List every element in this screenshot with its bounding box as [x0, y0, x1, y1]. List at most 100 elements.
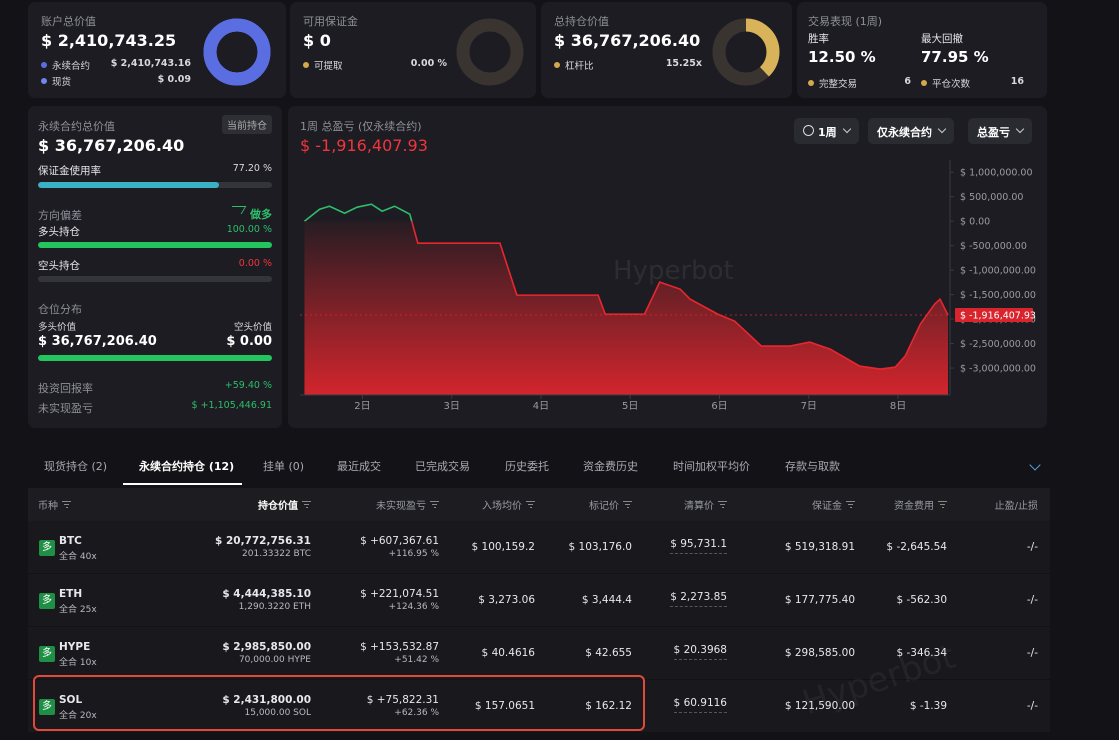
roe: +116.95 % — [388, 549, 439, 559]
label: 空头价值 — [233, 322, 272, 333]
legend-label: 现货 — [52, 77, 72, 88]
margin-mode: 全合 25x — [59, 605, 97, 615]
card-title: 交易表现 (1周) — [808, 15, 883, 28]
position-value: $ 20,772,756.31 — [215, 535, 311, 547]
value: 77.20 % — [232, 163, 272, 174]
value: $ 36,767,206.40 — [38, 334, 157, 349]
metric-value: 77.95 % — [921, 48, 989, 66]
tab[interactable]: 最近成交 — [337, 460, 381, 473]
column-header[interactable]: 标记价 — [589, 497, 632, 512]
highlight-box — [33, 675, 645, 731]
account-card: 账户总价值 $ 2,410,743.25 永续合约 $ 2,410,743.16 现货 $… — [28, 2, 286, 98]
header-text: 币种 — [38, 501, 58, 512]
position-size: 1,290.3220 ETH — [238, 602, 311, 612]
donut — [456, 18, 524, 86]
metric-value: 12.50 % — [808, 48, 876, 66]
tab[interactable]: 时间加权平均价 — [673, 460, 750, 473]
unrealized-pnl: $ +221,074.51 — [360, 588, 439, 600]
tp-sl: -/- — [1026, 700, 1038, 712]
position-size: 15,000.00 SOL — [244, 708, 311, 718]
legend-value: 15.25x — [665, 58, 702, 69]
tab[interactable]: 存款与取款 — [785, 460, 840, 473]
symbol: HYPE — [59, 641, 91, 653]
pnl-panel: 1周 总盈亏 (仅永续合约) $ -1,916,407.93 1周 仅永续合约 总盈亏 H… — [288, 106, 1047, 428]
tp-sl: -/- — [1026, 594, 1038, 606]
filter-icon — [430, 501, 439, 508]
tab[interactable]: 永续合约持仓 (12) — [139, 460, 235, 473]
entry-price: $ 40.4616 — [481, 647, 535, 659]
column-header[interactable]: 资金费用 — [894, 497, 947, 512]
unrealized-pnl: $ +607,367.61 — [360, 535, 439, 547]
card-title: 可用保证金 — [303, 15, 358, 28]
panel-value: $ 36,767,206.40 — [38, 136, 185, 155]
column-header[interactable]: 清算价 — [684, 497, 727, 512]
margin-mode: 全合 20x — [59, 711, 97, 721]
collapse-chevron[interactable] — [1029, 459, 1041, 471]
dropdown[interactable]: 总盈亏 — [968, 118, 1032, 144]
legend-label: 完整交易 — [819, 79, 858, 90]
position-value: $ 4,444,385.10 — [222, 588, 311, 600]
column-header[interactable]: 未实现盈亏 — [376, 497, 439, 512]
legend-dot — [554, 62, 560, 68]
row — [28, 627, 1050, 680]
filter-icon — [718, 501, 727, 508]
header-text: 保证金 — [812, 501, 842, 512]
margin-mode: 全合 10x — [59, 658, 97, 668]
position-size: 201.33322 BTC — [242, 549, 311, 559]
row — [28, 574, 1050, 627]
chart-title: 1周 总盈亏 (仅永续合约) — [300, 120, 422, 133]
value: $ +1,105,446.91 — [191, 400, 272, 411]
donut — [203, 18, 271, 86]
tab[interactable]: 已完成交易 — [415, 460, 470, 473]
card-value: $ 2,410,743.25 — [41, 31, 177, 50]
tab[interactable]: 挂单 (0) — [263, 460, 305, 473]
column-header[interactable]: 入场均价 — [482, 497, 535, 512]
legend-dot — [41, 62, 47, 68]
header-text: 持仓价值 — [258, 501, 298, 512]
column-header[interactable]: 保证金 — [812, 497, 855, 512]
header-text: 标记价 — [589, 501, 619, 512]
column-header[interactable]: 币种 — [38, 497, 71, 512]
bar-fill — [38, 182, 219, 188]
donut-ring — [456, 18, 524, 86]
watermark: Hyperbot — [613, 256, 734, 286]
donut-arc — [203, 18, 271, 86]
label: 空头持仓 — [38, 260, 80, 272]
liq-price: $ 60.9116 — [673, 697, 727, 713]
card-value: $ 0 — [303, 31, 331, 50]
card-value: $ 36,767,206.40 — [554, 31, 701, 50]
tab[interactable]: 现货持仓 (2) — [44, 460, 108, 473]
filter-icon — [526, 501, 535, 508]
side-badge: 多 — [39, 646, 55, 662]
row — [28, 521, 1050, 574]
bar — [38, 276, 272, 282]
dropdown[interactable]: 仅永续合约 — [868, 118, 954, 144]
margin-mode: 全合 40x — [59, 552, 97, 562]
mark-price: $ 42.655 — [585, 647, 632, 659]
header-text: 入场均价 — [482, 501, 522, 512]
margin: $ 177,775.40 — [784, 594, 855, 606]
label: 未实现盈亏 — [38, 402, 93, 415]
margin: $ 298,585.00 — [784, 647, 855, 659]
legend-dot — [921, 80, 927, 86]
column-header[interactable]: 止盈/止损 — [995, 497, 1038, 512]
roe: +124.36 % — [388, 602, 439, 612]
column-header[interactable]: 持仓价值 — [258, 497, 311, 512]
legend-dot — [808, 80, 814, 86]
legend-label: 杠杆比 — [565, 61, 594, 72]
tag: 当前持仓 — [222, 115, 272, 134]
value: 100.00 % — [226, 224, 272, 235]
legend-label: 平仓次数 — [932, 79, 971, 90]
label: 保证金使用率 — [38, 165, 101, 177]
liq-price: $ 95,731.1 — [670, 538, 727, 554]
unrealized-pnl: $ +153,532.87 — [360, 641, 439, 653]
filter-icon — [62, 501, 71, 508]
tab[interactable]: 历史委托 — [505, 460, 549, 473]
tab[interactable]: 资金费历史 — [583, 460, 638, 473]
margin: $ 121,590.00 — [784, 700, 855, 712]
mark-price: $ 3,444.4 — [581, 594, 632, 606]
legend-label: 永续合约 — [52, 61, 91, 72]
clock-icon — [803, 125, 814, 136]
header-text: 止盈/止损 — [994, 501, 1038, 512]
